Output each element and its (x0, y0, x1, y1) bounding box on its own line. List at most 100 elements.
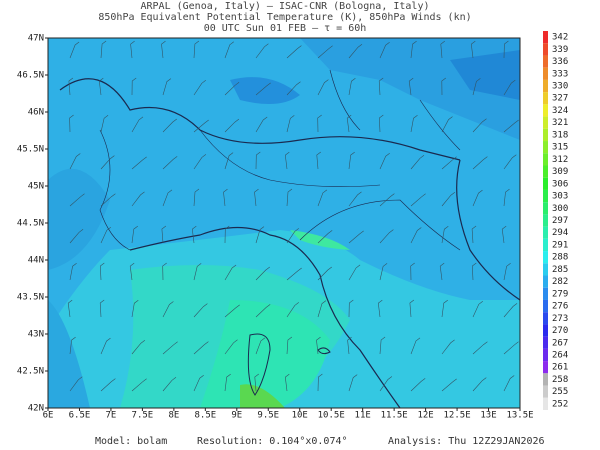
wind-barb (441, 299, 448, 318)
wind-barb (193, 263, 202, 281)
colorbar-label: 303 (552, 192, 568, 202)
wind-barb (100, 193, 116, 207)
colorbar-label: 321 (552, 118, 568, 128)
wind-barb (410, 337, 421, 355)
colorbar-label: 324 (552, 106, 568, 116)
wind-barb (410, 227, 422, 244)
colorbar-cell (543, 336, 548, 349)
wind-barb (69, 114, 74, 133)
colorbar-label: 264 (552, 350, 568, 360)
wind-barb (69, 153, 81, 170)
wind-barb (193, 40, 200, 59)
wind-barb (99, 299, 105, 318)
colorbar-cell (543, 104, 548, 117)
wind-barb (224, 339, 238, 355)
wind-barb (379, 336, 386, 355)
wind-barb (193, 341, 209, 355)
x-tick-label: 9.5E (257, 411, 279, 421)
wind-barb (286, 115, 295, 133)
wind-barb (224, 82, 240, 96)
wind-barb (472, 118, 487, 133)
wind-barb (471, 225, 477, 244)
wind-barb (503, 375, 515, 392)
wind-barb (440, 40, 445, 59)
wind-barb (255, 337, 266, 355)
title-line: 850hPa Equivalent Potential Temperature … (98, 12, 471, 23)
colorbar-cell (543, 361, 548, 374)
wind-barb (286, 45, 302, 59)
wind-barb (472, 377, 487, 392)
wind-barb (348, 374, 358, 392)
wind-barb (131, 299, 139, 318)
wind-barb (224, 225, 230, 244)
wind-barb (100, 40, 107, 59)
colorbar-cell (543, 312, 548, 325)
y-tick-label: 45.5N (17, 145, 44, 155)
wind-barb (69, 229, 84, 244)
wind-barb (286, 81, 301, 96)
colorbar-label: 273 (552, 314, 568, 324)
x-tick-label: 9E (231, 411, 242, 421)
wind-barb (100, 337, 111, 355)
wind-barb (348, 43, 363, 59)
wind-barb (379, 193, 395, 207)
wind-barb (317, 79, 329, 96)
x-tick-label: 6.5E (69, 411, 91, 421)
colorbar-cell (543, 238, 548, 252)
colorbar-cell (543, 226, 548, 239)
y-tick-label: 44N (28, 256, 44, 266)
wind-barb (100, 115, 109, 133)
wind-barb (69, 336, 76, 355)
wind-barb (317, 230, 333, 244)
wind-barb (503, 119, 519, 133)
footer-resolution: Resolution: 0.104°x0.074° (197, 436, 348, 447)
wind-barb (193, 374, 204, 392)
colorbar-cell (543, 165, 548, 178)
wind-barb (379, 376, 393, 392)
wind-barb (348, 230, 364, 244)
footer-model: Model: bolam (95, 436, 167, 447)
colorbar-label: 318 (552, 130, 568, 140)
colorbar-label: 282 (552, 277, 568, 287)
wind-barb (193, 303, 208, 318)
wind-barb (317, 266, 332, 281)
wind-barb (69, 376, 83, 392)
colorbar-label: 309 (552, 167, 568, 177)
map (48, 38, 520, 408)
x-tick-label: 8.5E (194, 411, 216, 421)
wind-barb (409, 299, 415, 318)
wind-barb (503, 263, 511, 281)
wind-barb (162, 78, 172, 96)
title-line: ARPAL (Genoa, Italy) – ISAC-CNR (Bologna… (141, 1, 430, 12)
y-tick-label: 47N (28, 34, 44, 44)
wind-barb (98, 77, 104, 96)
colorbar-label: 288 (552, 253, 568, 263)
colorbar-cell (543, 287, 548, 300)
colorbar-cell (543, 92, 548, 105)
wind-barb (441, 378, 457, 392)
wind-barb (255, 304, 271, 318)
colorbar-cell (543, 373, 548, 386)
wind-barb (162, 189, 173, 207)
wind-barb (408, 77, 414, 96)
wind-barb (286, 336, 293, 355)
wind-barb (161, 40, 166, 59)
wind-barb (377, 299, 383, 318)
wind-barb (99, 262, 105, 281)
wind-barb (286, 302, 299, 318)
wind-barb (254, 188, 259, 207)
wind-barb (224, 118, 240, 133)
wind-barb (503, 79, 516, 96)
wind-barb (441, 339, 455, 355)
wind-barb (347, 336, 352, 355)
colorbar-cell (543, 214, 548, 227)
x-tick-label: 12E (417, 411, 433, 421)
wind-barb (69, 41, 80, 59)
colorbar-label: 339 (552, 45, 568, 55)
colorbar-label: 276 (552, 302, 568, 312)
x-tick-label: 7.5E (132, 411, 154, 421)
y-tick-label: 46.5N (17, 71, 44, 81)
wind-barb (129, 262, 135, 281)
wind-barb (472, 189, 483, 207)
wind-barb (162, 156, 178, 170)
